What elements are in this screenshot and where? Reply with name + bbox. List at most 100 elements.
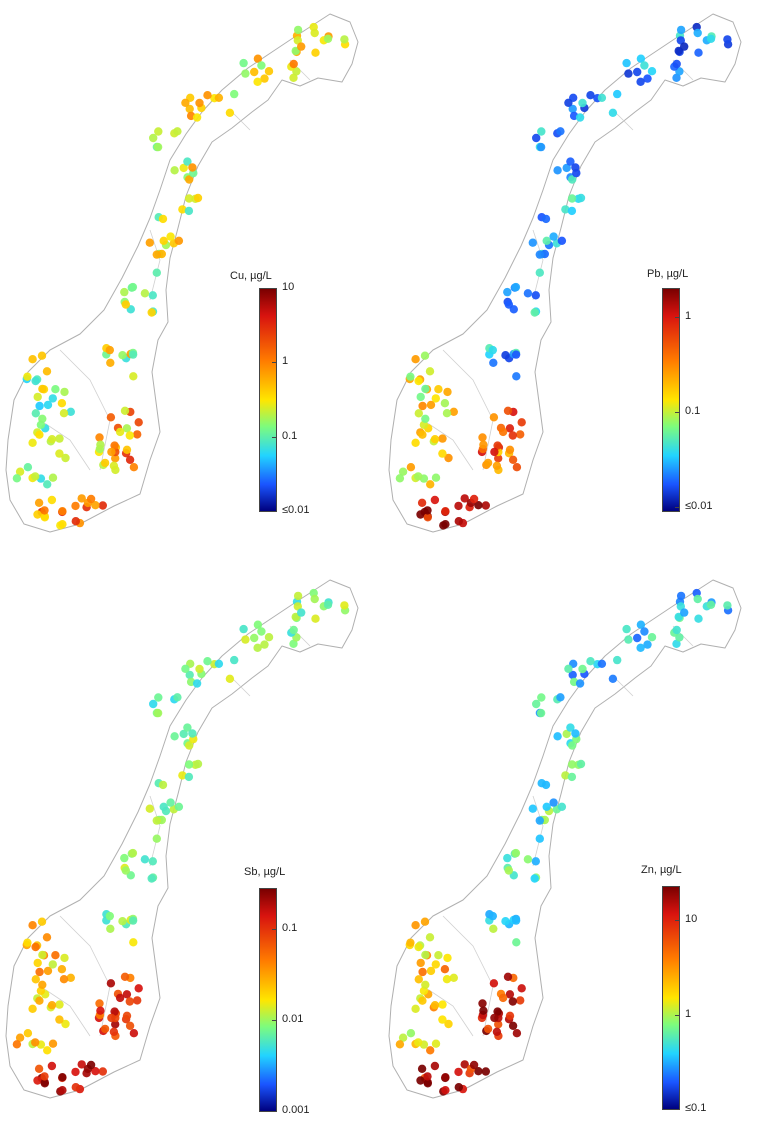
sampling-site-dot	[125, 455, 135, 464]
sampling-site-dot	[426, 400, 436, 410]
sampling-site-dot	[42, 367, 52, 376]
sampling-site-dot	[38, 950, 47, 960]
sampling-site-dot	[425, 367, 435, 376]
sampling-site-dot	[478, 433, 487, 442]
sampling-site-dot	[516, 996, 525, 1005]
sampling-site-dot	[441, 520, 450, 529]
sampling-site-dot	[557, 236, 567, 245]
sampling-site-dot	[55, 1000, 64, 1009]
sampling-site-dot	[264, 67, 274, 76]
sampling-site-dot	[253, 620, 263, 629]
sampling-site-dot	[110, 1007, 119, 1016]
sampling-site-dot	[37, 351, 47, 360]
sampling-site-dot	[293, 25, 303, 35]
colorbar-tickmark	[272, 511, 276, 512]
sampling-site-dot	[541, 780, 551, 790]
sampling-site-dot	[640, 61, 649, 70]
sampling-site-dot	[23, 463, 33, 472]
sampling-site-dot	[494, 1020, 503, 1029]
sampling-site-dot	[411, 1004, 420, 1013]
sampling-site-dot	[694, 48, 703, 57]
sampling-site-dot	[483, 1024, 493, 1034]
sampling-site-dot	[178, 771, 187, 780]
sampling-site-dot	[636, 643, 645, 652]
sampling-site-dot	[192, 113, 202, 122]
sampling-site-dot	[23, 938, 32, 947]
sampling-site-dot	[225, 674, 235, 683]
sampling-site-dot	[517, 984, 526, 993]
sampling-site-dot	[549, 798, 558, 807]
sampling-site-dot	[483, 458, 493, 468]
sampling-site-dot	[51, 385, 60, 394]
sampling-site-dot	[71, 1067, 80, 1077]
sampling-site-dot	[115, 993, 125, 1003]
sampling-site-dot	[505, 445, 515, 454]
colorbar-tick: ≤0.01	[282, 504, 310, 516]
colorbar-title: Pb, µg/L	[647, 268, 689, 280]
sampling-site-dot	[289, 59, 298, 69]
sampling-site-dot	[443, 387, 452, 397]
sampling-site-dot	[297, 42, 306, 51]
sampling-site-dot	[597, 659, 607, 668]
sampling-site-dot	[120, 853, 129, 863]
sampling-site-dot	[479, 1006, 488, 1015]
sampling-site-dot	[185, 670, 194, 680]
sampling-site-dot	[100, 458, 110, 468]
sampling-site-dot	[38, 980, 47, 989]
sampling-site-dot	[340, 601, 349, 610]
sampling-site-dot	[531, 291, 540, 300]
sampling-site-dot	[40, 506, 49, 515]
sampling-site-dot	[159, 236, 168, 245]
sampling-site-dot	[48, 1039, 58, 1048]
sampling-site-dot	[417, 1064, 427, 1073]
sampling-site-dot	[134, 984, 143, 993]
sampling-site-dot	[48, 394, 57, 403]
sampling-site-dot	[672, 625, 681, 635]
sampling-site-dot	[174, 802, 184, 811]
sampling-site-dot	[416, 510, 425, 519]
sampling-site-dot	[37, 917, 47, 926]
sampling-site-dot	[107, 447, 116, 457]
sampling-site-dot	[676, 25, 686, 35]
sampling-site-dot	[608, 674, 618, 683]
colorbar-tickmark	[675, 920, 679, 921]
sampling-site-dot	[414, 942, 423, 952]
sampling-site-dot	[492, 461, 502, 470]
sampling-site-dot	[31, 472, 40, 481]
sampling-site-dot	[706, 34, 716, 43]
sampling-site-dot	[86, 1060, 96, 1070]
sampling-site-dot	[173, 127, 182, 136]
colorbar-title: Zn, µg/L	[641, 864, 682, 876]
sampling-site-dot	[129, 372, 138, 381]
sampling-site-dot	[624, 635, 633, 644]
sampling-site-dot	[31, 409, 40, 418]
sampling-site-dot	[414, 409, 423, 418]
coastline	[5, 579, 359, 1099]
sampling-site-dot	[557, 802, 567, 811]
sampling-site-dot	[184, 760, 194, 769]
sampling-site-dot	[148, 857, 157, 866]
sampling-site-dot	[55, 434, 64, 443]
sampling-site-dot	[398, 1033, 408, 1042]
sampling-site-dot	[576, 193, 586, 203]
sampling-site-dot	[474, 1067, 483, 1076]
sampling-site-dot	[512, 463, 522, 472]
sampling-site-dot	[55, 1015, 64, 1024]
sampling-site-dot	[58, 1086, 67, 1095]
sampling-site-dot	[434, 385, 443, 394]
sampling-site-dot	[28, 438, 37, 447]
sampling-site-dot	[723, 601, 732, 610]
sampling-site-dot	[28, 921, 37, 930]
sampling-site-dot	[672, 73, 681, 83]
sampling-site-dot	[454, 1083, 463, 1092]
sampling-site-dot	[203, 91, 212, 100]
map-panel-zn: Zn, µg/L 10 1 ≤0.1	[383, 566, 766, 1132]
sampling-site-dot	[536, 142, 546, 152]
norway-map	[388, 579, 742, 1099]
sampling-site-dot	[154, 127, 163, 136]
sampling-site-dot	[86, 494, 96, 504]
colorbar-tick: 0.1	[282, 430, 298, 442]
sampling-site-dot	[195, 98, 204, 108]
sampling-site-dot	[418, 430, 427, 439]
sampling-site-dot	[406, 463, 416, 472]
